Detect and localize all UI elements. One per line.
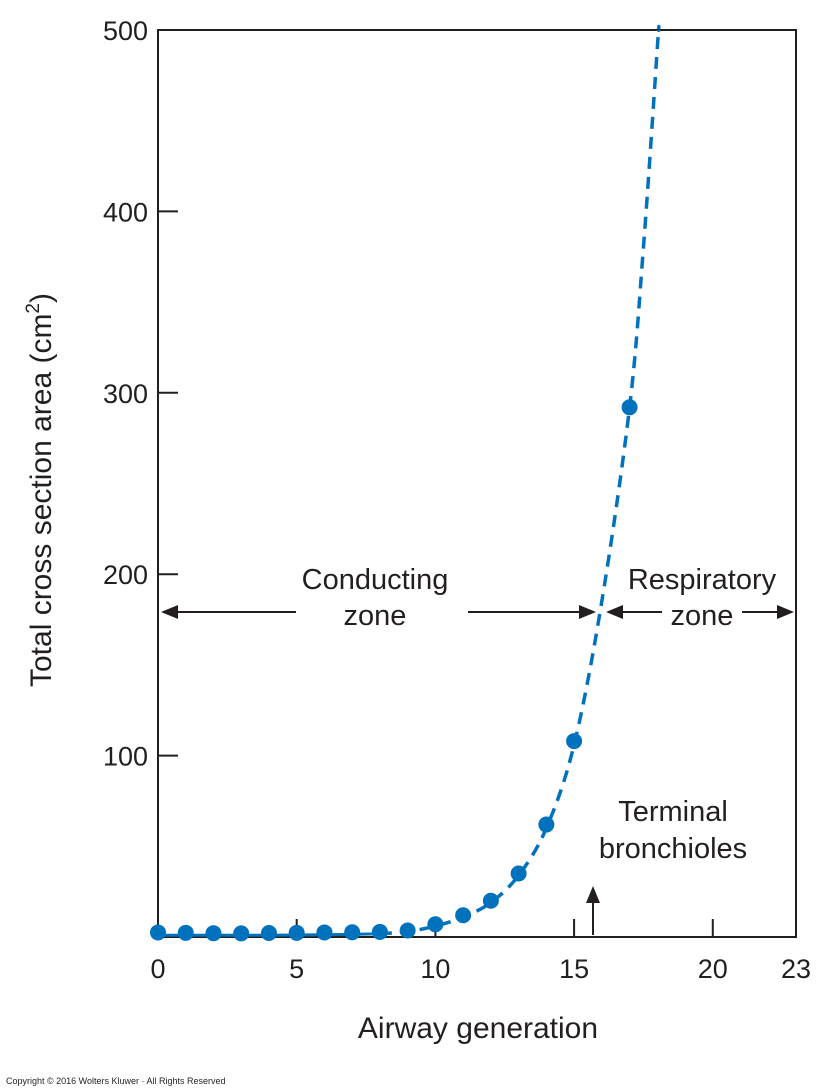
x-tick-label: 5 (289, 954, 304, 984)
points-layer (150, 399, 638, 942)
respiratory-arrow-left-head (606, 605, 623, 619)
axis-titles: Airway generation Total cross section ar… (23, 293, 598, 1045)
x-tick-label: 23 (781, 954, 811, 984)
ticks: 100 200 300 400 500 0 5 10 15 20 23 (103, 16, 811, 984)
y-tick-label: 300 (103, 379, 148, 409)
y-axis-title-superscript: 2 (23, 303, 44, 314)
data-point (371, 923, 388, 940)
x-tick-label: 15 (559, 954, 589, 984)
conducting-zone-label-line2: zone (344, 600, 407, 632)
data-point (288, 924, 305, 941)
y-tick-label: 200 (103, 560, 148, 590)
data-point (427, 916, 444, 933)
plot-border (157, 29, 797, 938)
respiratory-arrow-right-head (777, 605, 794, 619)
annotation-layer: Conducting zone Respiratory zone Termina… (161, 564, 794, 935)
copyright-notice: Copyright © 2016 Wolters Kluwer · All Ri… (6, 1076, 226, 1086)
conducting-arrow-right-head (579, 605, 596, 619)
respiratory-zone-label-line1: Respiratory (628, 564, 777, 596)
data-point (399, 922, 416, 939)
data-point (344, 924, 361, 941)
data-point (482, 892, 499, 909)
y-axis-title-close: ) (25, 293, 58, 303)
plot-frame (157, 29, 797, 938)
y-axis-title: Total cross section area (cm2) (23, 293, 58, 687)
data-point (621, 399, 638, 416)
data-point (455, 907, 472, 924)
terminal-bronchioles-label-line1: Terminal (618, 796, 728, 828)
data-point (177, 924, 194, 941)
curve-layer (158, 24, 661, 937)
data-point (566, 733, 583, 750)
conducting-zone-label-line1: Conducting (302, 564, 449, 596)
data-point (205, 925, 222, 942)
terminal-bronchioles-arrow-head (586, 886, 600, 903)
y-tick-label: 100 (103, 742, 148, 772)
respiratory-zone-label-line2: zone (671, 600, 734, 632)
data-point (316, 924, 333, 941)
data-point (260, 925, 277, 942)
data-point (538, 816, 555, 833)
conducting-arrow-left-head (161, 605, 178, 619)
series-line-dashed (379, 24, 661, 936)
y-tick-label: 500 (103, 16, 148, 46)
terminal-bronchioles-label-line2: bronchioles (599, 833, 747, 865)
y-tick-label: 400 (103, 197, 148, 227)
x-tick-label: 10 (420, 954, 450, 984)
data-point (150, 924, 166, 941)
x-axis-title: Airway generation (358, 1012, 598, 1045)
data-point (510, 865, 527, 882)
data-point (233, 925, 250, 942)
x-tick-label: 0 (150, 954, 165, 984)
x-tick-label: 20 (698, 954, 728, 984)
y-axis-title-main: Total cross section area (cm (25, 314, 58, 687)
